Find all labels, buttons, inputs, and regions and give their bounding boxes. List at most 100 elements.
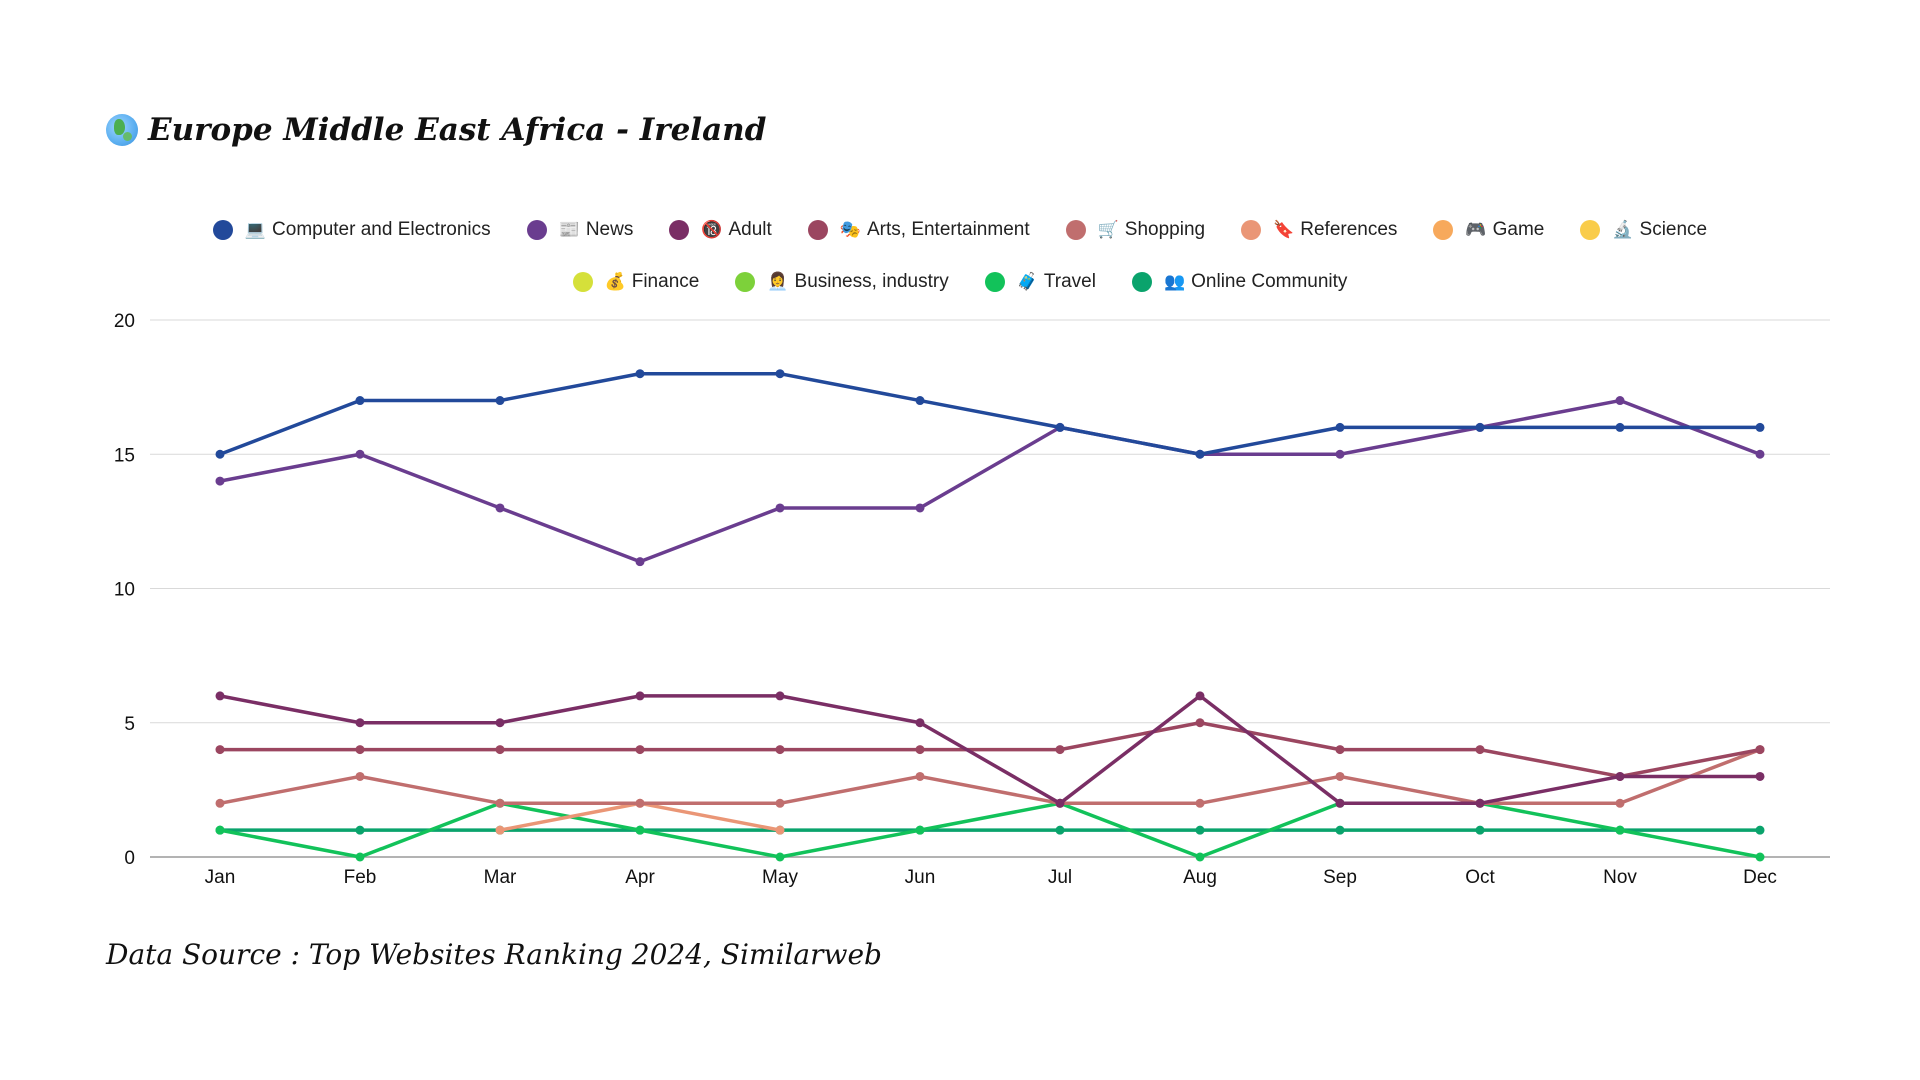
x-tick-label: May bbox=[762, 867, 798, 888]
data-point[interactable] bbox=[1475, 422, 1485, 432]
data-point[interactable] bbox=[1055, 422, 1065, 432]
data-point[interactable] bbox=[1195, 825, 1205, 835]
data-point[interactable] bbox=[355, 771, 365, 781]
data-point[interactable] bbox=[495, 503, 505, 513]
data-point[interactable] bbox=[1755, 745, 1765, 755]
data-point[interactable] bbox=[915, 503, 925, 513]
data-point[interactable] bbox=[1475, 798, 1485, 808]
data-point[interactable] bbox=[355, 396, 365, 406]
data-point[interactable] bbox=[215, 798, 225, 808]
data-point[interactable] bbox=[1615, 396, 1625, 406]
data-point[interactable] bbox=[915, 718, 925, 728]
data-point[interactable] bbox=[495, 798, 505, 808]
legend-item[interactable]: 💰 Finance bbox=[572, 271, 699, 293]
data-point[interactable] bbox=[915, 825, 925, 835]
data-point[interactable] bbox=[1335, 449, 1345, 459]
data-point[interactable] bbox=[1615, 422, 1625, 432]
legend-item[interactable]: 🔞 Adult bbox=[669, 219, 772, 241]
data-point[interactable] bbox=[1755, 449, 1765, 459]
data-point[interactable] bbox=[775, 852, 785, 862]
data-point[interactable] bbox=[1195, 449, 1205, 459]
data-point[interactable] bbox=[1335, 825, 1345, 835]
data-point[interactable] bbox=[1755, 771, 1765, 781]
legend-item[interactable]: 🔬 Science bbox=[1580, 219, 1707, 241]
data-point[interactable] bbox=[635, 798, 645, 808]
legend-row-1: 💻 Computer and Electronics 📰 News 🔞 Adult 🎭 Art… bbox=[0, 216, 1920, 244]
data-point[interactable] bbox=[495, 718, 505, 728]
data-point[interactable] bbox=[215, 825, 225, 835]
legend-item[interactable]: 🛒 Shopping bbox=[1065, 219, 1205, 241]
legend-swatch bbox=[669, 220, 690, 240]
legend-swatch bbox=[212, 220, 233, 240]
data-point[interactable] bbox=[915, 745, 925, 755]
legend-swatch bbox=[1131, 272, 1152, 292]
data-point[interactable] bbox=[1755, 422, 1765, 432]
data-point[interactable] bbox=[1055, 798, 1065, 808]
data-point[interactable] bbox=[1055, 825, 1065, 835]
data-point[interactable] bbox=[355, 852, 365, 862]
data-point[interactable] bbox=[635, 825, 645, 835]
data-point[interactable] bbox=[1335, 771, 1345, 781]
data-point[interactable] bbox=[775, 691, 785, 701]
data-point[interactable] bbox=[1195, 691, 1205, 701]
legend-item[interactable]: 🧳 Travel bbox=[984, 271, 1096, 293]
series-group bbox=[215, 825, 1765, 835]
data-point[interactable] bbox=[495, 745, 505, 755]
data-point[interactable] bbox=[635, 369, 645, 379]
data-point[interactable] bbox=[635, 691, 645, 701]
data-point[interactable] bbox=[355, 825, 365, 835]
data-point[interactable] bbox=[1195, 718, 1205, 728]
y-tick-label: 0 bbox=[124, 848, 135, 869]
data-point[interactable] bbox=[1475, 825, 1485, 835]
legend-label: Computer and Electronics bbox=[272, 219, 491, 240]
data-point[interactable] bbox=[215, 476, 225, 486]
data-point[interactable] bbox=[1755, 852, 1765, 862]
data-point[interactable] bbox=[1335, 798, 1345, 808]
legend-item[interactable]: 💻 Computer and Electronics bbox=[212, 219, 491, 241]
data-point[interactable] bbox=[775, 745, 785, 755]
data-point[interactable] bbox=[1195, 798, 1205, 808]
data-point[interactable] bbox=[495, 825, 505, 835]
data-point[interactable] bbox=[635, 745, 645, 755]
data-point[interactable] bbox=[775, 369, 785, 379]
data-point[interactable] bbox=[355, 745, 365, 755]
x-tick-label: Jan bbox=[205, 867, 236, 888]
data-point[interactable] bbox=[1335, 422, 1345, 432]
y-tick-label: 20 bbox=[114, 311, 135, 332]
data-point[interactable] bbox=[635, 557, 645, 567]
data-point[interactable] bbox=[1475, 745, 1485, 755]
series-line bbox=[218, 747, 1762, 806]
data-point[interactable] bbox=[1055, 745, 1065, 755]
legend-item[interactable]: 👩‍💼 Business, industry bbox=[735, 271, 949, 293]
data-point[interactable] bbox=[1335, 745, 1345, 755]
legend-category-icon: 📰 bbox=[558, 220, 580, 240]
x-tick-label: Aug bbox=[1183, 867, 1217, 888]
data-point[interactable] bbox=[215, 745, 225, 755]
data-point[interactable] bbox=[1615, 798, 1625, 808]
data-point[interactable] bbox=[1615, 825, 1625, 835]
series-group bbox=[215, 369, 1765, 459]
data-point[interactable] bbox=[1755, 825, 1765, 835]
data-point[interactable] bbox=[1615, 771, 1625, 781]
data-point[interactable] bbox=[495, 396, 505, 406]
data-point[interactable] bbox=[775, 798, 785, 808]
legend-category-icon: 💰 bbox=[604, 272, 626, 292]
legend-item[interactable]: 🎭 Arts, Entertainment bbox=[807, 219, 1030, 241]
data-point[interactable] bbox=[1195, 852, 1205, 862]
x-tick-label: Mar bbox=[484, 867, 517, 888]
data-point[interactable] bbox=[215, 691, 225, 701]
data-point[interactable] bbox=[915, 771, 925, 781]
legend-item[interactable]: 📰 News bbox=[526, 219, 633, 241]
series-group bbox=[215, 718, 1765, 781]
y-tick-label: 5 bbox=[124, 714, 135, 735]
data-point[interactable] bbox=[215, 449, 225, 459]
data-point[interactable] bbox=[775, 825, 785, 835]
legend-item[interactable]: 👥 Online Community bbox=[1131, 271, 1347, 293]
data-point[interactable] bbox=[915, 396, 925, 406]
data-point[interactable] bbox=[355, 718, 365, 728]
legend-item[interactable]: 🔖 References bbox=[1241, 219, 1397, 241]
data-point[interactable] bbox=[775, 503, 785, 513]
legend-label: Adult bbox=[728, 219, 772, 240]
legend-item[interactable]: 🎮 Game bbox=[1433, 219, 1544, 241]
data-point[interactable] bbox=[355, 449, 365, 459]
